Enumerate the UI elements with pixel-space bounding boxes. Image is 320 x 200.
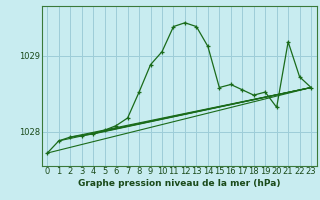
X-axis label: Graphe pression niveau de la mer (hPa): Graphe pression niveau de la mer (hPa) xyxy=(78,179,280,188)
